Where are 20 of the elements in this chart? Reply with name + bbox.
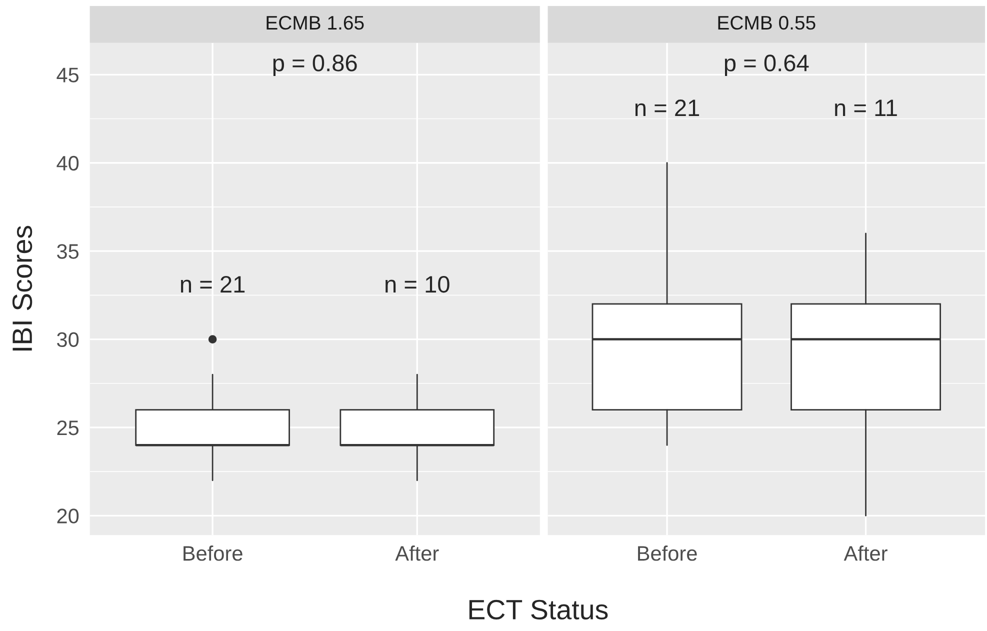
annotation: n = 21 bbox=[180, 276, 245, 292]
y-tick-label: 25 bbox=[57, 420, 79, 436]
y-tick-label: 40 bbox=[56, 156, 79, 171]
x-axis-title: ECT Status bbox=[469, 600, 608, 620]
annotation: n = 21 bbox=[635, 100, 700, 116]
annotation: p = 0.86 bbox=[273, 54, 357, 76]
annotation: n = 11 bbox=[835, 100, 897, 116]
y-tick-label: 35 bbox=[57, 244, 79, 259]
x-tick-label: Before bbox=[638, 546, 697, 561]
chart-title: ECMB 0.55 bbox=[718, 16, 816, 30]
annotation: n = 10 bbox=[386, 276, 450, 293]
chart-title: ECMB 1.65 bbox=[266, 16, 364, 30]
x-tick-label: After bbox=[395, 546, 439, 561]
y-tick-label: 20 bbox=[57, 508, 79, 524]
annotation: p = 0.64 bbox=[724, 54, 809, 76]
y-tick-label: 45 bbox=[56, 68, 79, 82]
y-tick-label: 30 bbox=[57, 332, 79, 348]
y-axis-title: IBI Scores bbox=[12, 226, 32, 350]
x-tick-label: After bbox=[844, 546, 888, 561]
x-tick-label: Before bbox=[184, 546, 242, 561]
